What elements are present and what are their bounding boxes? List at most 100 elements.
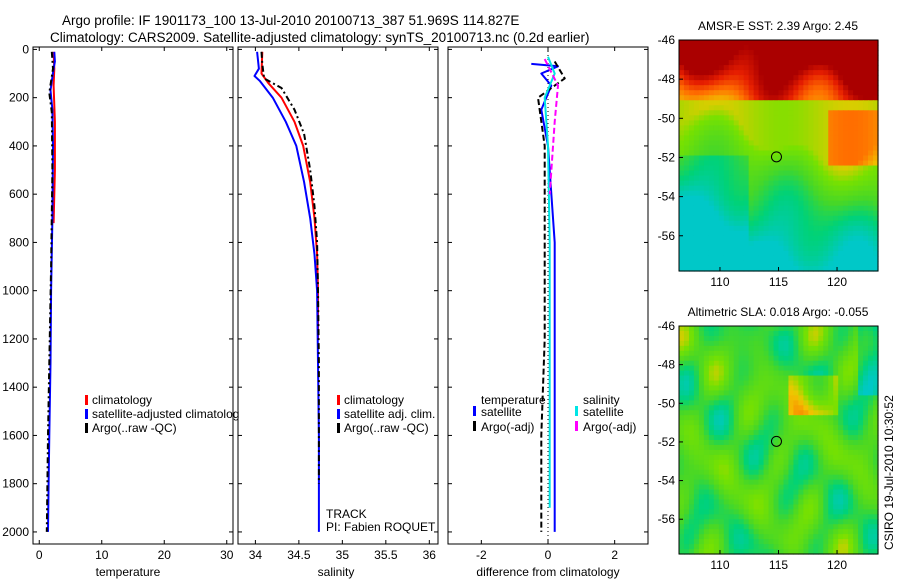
heatmap-cell [733, 110, 740, 116]
heatmap-cell [763, 70, 770, 76]
heatmap-cell [703, 120, 710, 126]
heatmap-cell [768, 449, 775, 456]
heatmap-cell [808, 55, 814, 61]
heatmap-cell [688, 469, 695, 476]
heatmap-cell [868, 170, 874, 177]
heatmap-cell [783, 340, 790, 347]
heatmap-cell [808, 75, 814, 81]
heatmap-cell [873, 110, 879, 116]
heatmap-cell [863, 225, 869, 232]
heatmap-cell [679, 175, 685, 182]
heatmap-cell [843, 405, 849, 411]
heatmap-cell [723, 469, 730, 476]
heatmap-cell [693, 539, 700, 545]
heatmap-cell [798, 265, 804, 272]
heatmap-cell [763, 514, 770, 520]
heatmap-cell [753, 60, 760, 66]
heatmap-cell [763, 45, 770, 51]
heatmap-cell [698, 514, 705, 520]
heatmap-cell [858, 195, 864, 202]
heatmap-cell [863, 380, 869, 387]
heatmap-cell [823, 400, 829, 406]
heatmap-cell [778, 360, 785, 367]
heatmap-cell [823, 365, 829, 372]
heatmap-cell [753, 519, 760, 525]
x-tick-label: 0 [36, 548, 43, 562]
heatmap-cell [848, 365, 854, 372]
heatmap-cell [803, 80, 809, 86]
heatmap-cell [838, 135, 844, 142]
heatmap-cell [743, 350, 750, 357]
heatmap-cell [773, 215, 780, 222]
heatmap-cell [768, 415, 775, 421]
heatmap-cell [708, 514, 715, 520]
heatmap-cell [853, 95, 859, 101]
heatmap-cell [848, 544, 854, 550]
heatmap-cell [763, 90, 770, 96]
heatmap-cell [788, 230, 795, 237]
heatmap-cell [743, 140, 750, 147]
heatmap-cell [798, 50, 804, 56]
heatmap-cell [733, 165, 740, 172]
heatmap-cell [843, 499, 849, 506]
heatmap-cell [773, 489, 780, 496]
heatmap-cell [853, 265, 859, 272]
heatmap-cell [768, 240, 775, 247]
heatmap-cell [873, 120, 879, 126]
heatmap-cell [798, 105, 804, 111]
heatmap-cell [679, 225, 685, 232]
heatmap-cell [848, 464, 854, 471]
heatmap-cell [738, 245, 745, 252]
heatmap-cell [713, 220, 720, 227]
heatmap-cell [768, 514, 775, 520]
heatmap-cell [853, 509, 859, 515]
heatmap-cell [828, 195, 834, 202]
heatmap-cell [688, 45, 695, 51]
heatmap-cell [843, 70, 849, 76]
heatmap-cell [758, 40, 765, 46]
heatmap-cell [713, 180, 720, 187]
heatmap-cell [858, 165, 864, 172]
heatmap-cell [873, 380, 879, 387]
heatmap-cell [848, 190, 854, 197]
heatmap-cell [683, 160, 690, 167]
heatmap-cell [813, 390, 819, 396]
heatmap-cell [698, 60, 705, 66]
heatmap-cell [803, 494, 809, 501]
heatmap-cell [728, 145, 735, 152]
heatmap-cell [693, 115, 700, 121]
heatmap-cell [679, 265, 685, 272]
heatmap-cell [843, 40, 849, 46]
heatmap-cell [723, 230, 730, 237]
heatmap-cell [828, 544, 834, 550]
heatmap-cell [803, 85, 809, 91]
heatmap-cell [843, 326, 849, 332]
heatmap-cell [843, 539, 849, 545]
heatmap-cell [758, 415, 765, 421]
heatmap-cell [818, 255, 824, 262]
heatmap-cell [803, 440, 809, 446]
heatmap-cell [683, 350, 690, 357]
heatmap-cell [788, 90, 795, 96]
heatmap-cell [803, 200, 809, 207]
heatmap-cell [828, 380, 834, 387]
heatmap-cell [768, 55, 775, 61]
heatmap-cell [688, 110, 695, 116]
heatmap-cell [768, 395, 775, 401]
heatmap-cell [753, 360, 760, 367]
heatmap-cell [773, 165, 780, 172]
heatmap-cell [853, 170, 859, 177]
heatmap-cell [798, 529, 804, 535]
heatmap-cell [843, 330, 849, 337]
heatmap-cell [803, 135, 809, 142]
heatmap-cell [753, 145, 760, 152]
heatmap-cell [748, 420, 755, 426]
heatmap-cell [853, 255, 859, 262]
heatmap-cell [703, 454, 710, 461]
heatmap-cell [808, 260, 814, 267]
heatmap-cell [853, 484, 859, 491]
heatmap-cell [783, 345, 790, 352]
heatmap-cell [723, 444, 730, 451]
heatmap-cell [728, 235, 735, 242]
